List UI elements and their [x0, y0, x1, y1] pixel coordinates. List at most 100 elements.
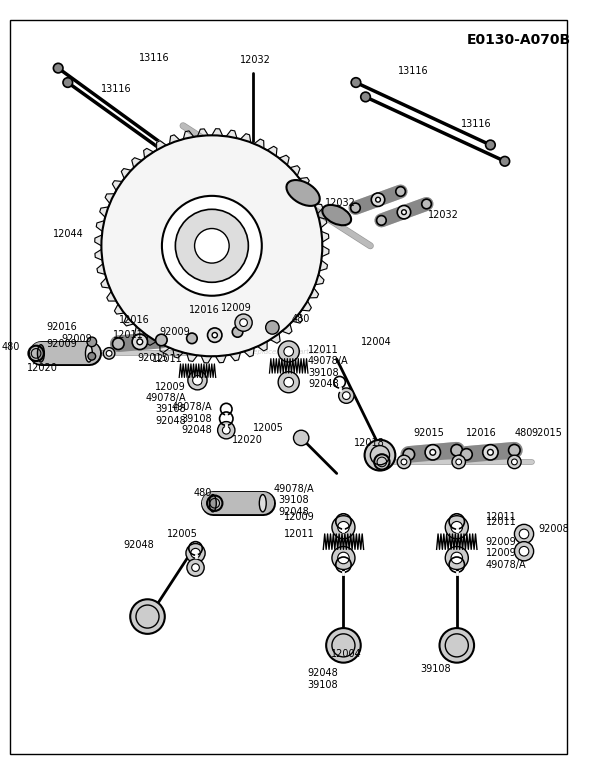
Text: 480: 480 [291, 313, 310, 324]
Text: 49078/A: 49078/A [171, 402, 212, 413]
Circle shape [451, 522, 463, 533]
Circle shape [401, 459, 407, 465]
Circle shape [342, 392, 350, 399]
Circle shape [451, 444, 463, 456]
Text: 39108: 39108 [155, 404, 186, 414]
Circle shape [452, 455, 466, 468]
Circle shape [360, 92, 371, 101]
Text: 12020: 12020 [232, 435, 263, 445]
Circle shape [103, 348, 115, 359]
Circle shape [512, 459, 517, 465]
Circle shape [132, 334, 148, 350]
Circle shape [240, 148, 267, 175]
Circle shape [403, 449, 415, 461]
Text: 12011: 12011 [486, 512, 516, 522]
Circle shape [351, 77, 360, 87]
Circle shape [508, 455, 521, 468]
Text: 12005: 12005 [167, 529, 198, 539]
Circle shape [188, 371, 207, 390]
Text: 12009: 12009 [155, 382, 186, 392]
Circle shape [339, 388, 354, 403]
Text: 12011: 12011 [152, 354, 183, 364]
Circle shape [212, 333, 217, 337]
Text: 13116: 13116 [398, 66, 429, 76]
Circle shape [337, 552, 349, 563]
Text: 92048: 92048 [123, 540, 154, 550]
Polygon shape [95, 128, 329, 363]
Circle shape [191, 548, 201, 558]
Text: 12011: 12011 [308, 344, 339, 354]
Text: 39108: 39108 [181, 413, 212, 423]
Text: 12018: 12018 [354, 438, 385, 447]
Circle shape [486, 140, 495, 149]
Circle shape [402, 210, 407, 214]
Circle shape [337, 522, 349, 533]
Circle shape [425, 444, 441, 460]
Circle shape [397, 205, 411, 219]
Circle shape [397, 455, 411, 468]
Text: 92048: 92048 [308, 379, 339, 389]
Circle shape [461, 449, 472, 461]
Circle shape [278, 341, 299, 362]
Circle shape [212, 179, 221, 188]
Text: 12005: 12005 [253, 423, 284, 433]
Circle shape [186, 543, 205, 563]
Text: 13116: 13116 [100, 84, 131, 94]
Text: 92048: 92048 [181, 425, 212, 435]
Circle shape [284, 378, 293, 387]
Circle shape [445, 546, 468, 570]
Text: 92015: 92015 [137, 353, 169, 363]
Circle shape [192, 563, 199, 571]
Circle shape [278, 372, 299, 392]
Circle shape [218, 422, 235, 439]
Circle shape [222, 426, 230, 434]
Circle shape [186, 333, 197, 344]
Text: 13116: 13116 [139, 53, 169, 63]
Text: 39108: 39108 [307, 680, 337, 690]
Text: 12032: 12032 [240, 55, 271, 65]
Circle shape [88, 352, 96, 360]
Circle shape [162, 196, 262, 296]
Text: 12009: 12009 [486, 548, 516, 558]
Circle shape [509, 444, 520, 456]
Text: 92048: 92048 [278, 507, 309, 517]
Text: 49078/A: 49078/A [308, 356, 349, 366]
Circle shape [232, 327, 243, 337]
Circle shape [284, 347, 293, 356]
Circle shape [293, 430, 309, 446]
Circle shape [208, 328, 222, 342]
Circle shape [332, 515, 355, 539]
Text: 12016: 12016 [119, 314, 149, 324]
Ellipse shape [260, 495, 266, 512]
Text: 12009: 12009 [284, 512, 314, 522]
Text: 12011: 12011 [284, 529, 314, 539]
Text: 92009: 92009 [159, 327, 190, 337]
Text: 480: 480 [514, 428, 533, 438]
Circle shape [483, 444, 498, 460]
Text: 12004: 12004 [331, 649, 362, 659]
Ellipse shape [37, 344, 44, 362]
Circle shape [376, 216, 386, 225]
Circle shape [440, 628, 474, 663]
Text: 49078/A: 49078/A [273, 484, 314, 494]
Circle shape [456, 459, 461, 465]
Circle shape [514, 524, 533, 543]
Circle shape [451, 552, 463, 563]
Circle shape [63, 77, 73, 87]
Circle shape [130, 599, 165, 634]
Circle shape [422, 199, 431, 209]
Circle shape [266, 320, 279, 334]
Circle shape [487, 450, 493, 455]
Text: 92009: 92009 [486, 536, 516, 546]
Text: 92048: 92048 [307, 669, 337, 679]
Text: 12009: 12009 [221, 303, 251, 313]
Circle shape [371, 193, 385, 207]
Ellipse shape [86, 344, 93, 362]
Text: 39108: 39108 [420, 663, 451, 673]
Text: 12044: 12044 [53, 229, 84, 239]
Circle shape [445, 515, 468, 539]
Circle shape [101, 135, 322, 356]
Circle shape [53, 63, 63, 73]
Text: 12032: 12032 [325, 197, 356, 207]
Circle shape [326, 628, 360, 663]
